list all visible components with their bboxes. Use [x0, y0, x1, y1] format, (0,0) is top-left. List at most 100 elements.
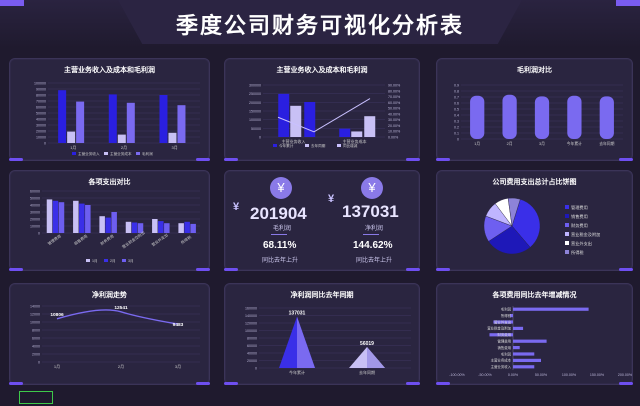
bar: [152, 219, 158, 233]
y-tick-label: 10000: [30, 225, 40, 229]
header: 季度公司财务可视化分析表: [0, 0, 640, 48]
y-tick-label: 4000: [32, 345, 40, 349]
bar: [126, 102, 135, 143]
bar: [58, 90, 67, 143]
y-tick-label: 60000: [36, 106, 46, 110]
legend-swatch: [104, 259, 108, 262]
y2-tick-label: 10.00%: [388, 130, 401, 134]
y-tick-label: 2000: [32, 353, 40, 357]
panel-title: 毛利润对比: [517, 67, 552, 74]
bar: [493, 320, 513, 324]
legend-swatch: [565, 241, 569, 245]
selection-box[interactable]: [19, 391, 53, 404]
y2-tick-label: 0.00%: [388, 136, 399, 140]
data-label: 10806: [50, 312, 64, 318]
legend-swatch: [72, 152, 76, 155]
y-tick-label: 主营业务收入: [491, 364, 512, 369]
legend-label: 毛利润: [142, 151, 153, 156]
bar: [137, 223, 144, 233]
y-tick-label: 0: [457, 138, 459, 142]
y-tick-label: 0.5: [454, 108, 459, 112]
header-left-accent: [0, 0, 24, 6]
y-tick-label: 60000: [30, 190, 40, 194]
data-label: 9483: [173, 322, 184, 328]
y-tick-label: 6000: [32, 337, 40, 341]
expense-change-chart: -100.00% -50.00% 0.00% 50.00% 100.00% 150.00%…: [449, 306, 632, 377]
gross-profit-value: 201904: [250, 204, 307, 223]
legend-label: 今年累计: [279, 143, 294, 148]
legend-swatch: [305, 144, 309, 147]
x-tick-label: 所得税: [180, 234, 192, 245]
legend-label: 所得税: [571, 249, 584, 256]
bar: [513, 307, 589, 311]
y-tick-label: 120000: [245, 322, 257, 326]
y-tick-label: 100000: [249, 118, 261, 122]
bar: [513, 358, 541, 362]
y-tick-label: 0: [38, 232, 40, 236]
x-tick-label: 营业外支出: [150, 232, 169, 247]
panel-title: 各项支出对比: [88, 179, 131, 186]
x-tick-label: 2月: [507, 141, 513, 146]
pie-slice: [488, 225, 531, 255]
y-tick-label: 主营业务成本: [491, 358, 512, 363]
legend-swatch: [337, 144, 341, 147]
x-tick-label: 今年累计: [567, 141, 582, 146]
gross-margin-chart: 0 0.1 0.2 0.3 0.4 0.5 0.6 0.7 0.8 0.9 1月 2月 3月 今年累计 去年…: [454, 84, 623, 146]
x-tick-label: -100.00%: [449, 373, 465, 377]
legend-label: 营业税金及附加: [571, 231, 600, 238]
expenses-chart: 0 10000 20000 30000 40000 50000 60000 管理费用 销售费用财…: [30, 190, 200, 263]
bar: [168, 132, 177, 143]
legend-swatch: [565, 250, 569, 254]
y-tick-label: 0.4: [454, 114, 459, 118]
data-label: 56019: [360, 341, 374, 347]
y-tick-label: 毛利润: [501, 351, 512, 356]
bar: [470, 95, 485, 139]
legend-label: 同比增减: [343, 143, 358, 148]
panel-title: 净利润走势: [92, 292, 127, 299]
y-tick-label: 50000: [30, 197, 40, 201]
net-profit-label: 净利润: [365, 226, 384, 232]
x-tick-label: 2月: [121, 145, 127, 150]
net-profit-pct: 144.62%: [353, 240, 393, 251]
legend-swatch: [273, 144, 277, 147]
bar: [513, 365, 535, 369]
legend-swatch: [565, 214, 569, 218]
y-tick-label: 0.3: [454, 120, 459, 124]
y-tick-label: 50000: [251, 127, 261, 131]
yoy-line: [277, 98, 371, 133]
money-bag-icon: ¥: [270, 177, 292, 199]
money-bag-icon: ¥: [361, 177, 383, 199]
y-tick-label: 150000: [249, 110, 261, 114]
panel-title: 公司费用支出总计占比饼图: [492, 179, 577, 186]
y-tick-label: 140000: [245, 314, 257, 318]
y-tick-label: 0.2: [454, 126, 459, 130]
bar: [58, 202, 65, 233]
y-tick-label: 0: [255, 367, 257, 371]
bar: [159, 95, 168, 143]
bar: [351, 131, 363, 137]
legend-label: 管理费用: [571, 204, 588, 211]
x-tick-label: 3月: [175, 364, 181, 369]
panel-expenses: 各项支出对比 0 10000 20000 30000 40000 50000 60000 管理…: [9, 170, 210, 271]
y2-tick-label: 80.00%: [388, 89, 401, 93]
y-tick-label: 0.7: [454, 96, 459, 100]
legend-label: 1月: [92, 258, 98, 263]
x-tick-label: 50.00%: [535, 373, 548, 377]
y-tick-label: 营业税金及附加: [487, 326, 511, 331]
bar: [85, 205, 91, 233]
legend-swatch: [565, 223, 569, 227]
legend-label: 2月: [110, 258, 116, 263]
bar: [190, 223, 196, 233]
net-yoy-chart: 0 20000 40000 60000 80000 100000 120000 140000 1…: [245, 307, 411, 375]
revenue-monthly-chart: 0 10000 20000 30000 40000 50000 60000 70000 8000…: [34, 82, 200, 156]
y-tick-label: 20000: [30, 218, 40, 222]
y2-tick-label: 20.00%: [388, 124, 401, 128]
legend-label: 主营业务收入: [78, 151, 100, 156]
y2-tick-label: 90.00%: [388, 84, 401, 88]
y-tick-label: 160000: [245, 307, 257, 311]
y-tick-label: 100000: [34, 82, 46, 86]
pie-slice: [507, 197, 521, 227]
y-tick-label: 8000: [32, 329, 40, 333]
y-tick-label: 10000: [36, 136, 46, 140]
